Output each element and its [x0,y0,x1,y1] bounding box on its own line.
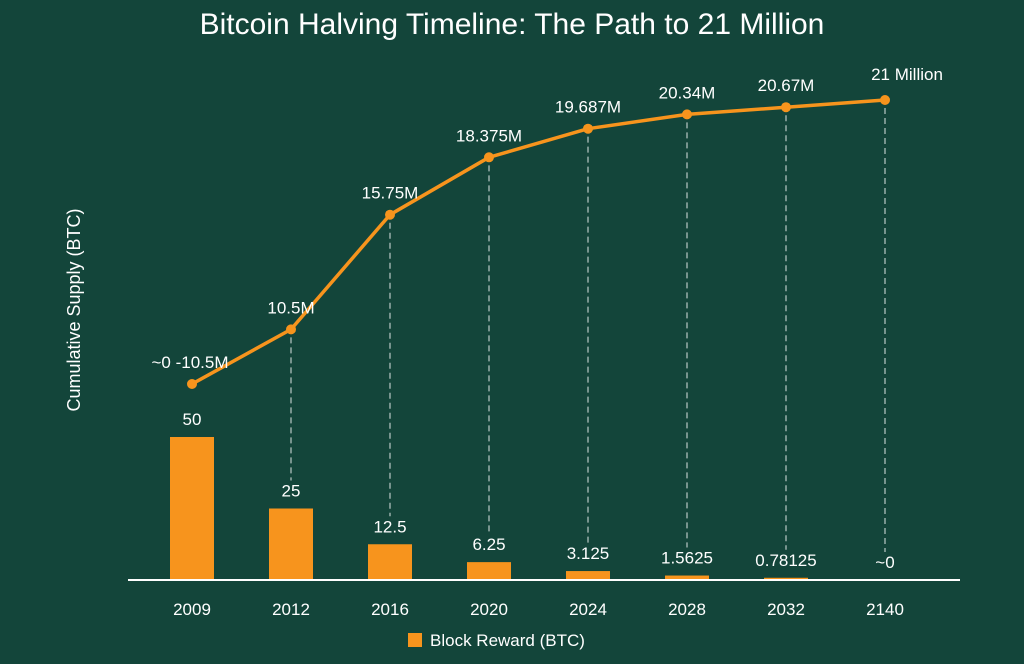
bar-value-label: 1.5625 [661,549,713,568]
x-tick-label: 2024 [569,600,607,619]
supply-labels: ~0 -10.5M 10.5M 15.75M 18.375M 19.687M 20.34M… [151,65,942,372]
bar [467,562,511,580]
supply-value-label: 10.5M [267,298,314,317]
supply-point [880,95,890,105]
bar [764,577,808,580]
x-tick-label: 2032 [767,600,805,619]
bar-labels: 50 25 12.5 6.25 3.125 1.5625 0.78125 ~0 [183,410,895,572]
supply-value-label: 18.375M [456,126,522,145]
supply-point [484,152,494,163]
supply-value-label: ~0 -10.5M [151,353,228,372]
supply-point [781,102,791,113]
bar [269,508,313,580]
supply-point [583,123,593,134]
x-tick-label: 2020 [470,600,508,619]
supply-line [187,95,890,389]
guide-lines [290,108,886,552]
supply-value-label: 21 Million [871,65,943,84]
bar-value-label: 25 [282,482,301,501]
supply-polyline [191,98,886,386]
bar [368,544,412,580]
bar [566,571,610,580]
bars [170,437,808,580]
x-tick-label: 2012 [272,600,310,619]
x-tick-label: 2016 [371,600,409,619]
bar-value-label: 50 [183,410,202,429]
supply-value-label: 15.75M [362,184,419,203]
bar-value-label: 3.125 [567,544,610,563]
supply-value-label: 20.34M [659,83,716,102]
bar-value-label: 0.78125 [755,551,816,570]
bar-value-label: ~0 [875,553,894,572]
supply-point [385,209,395,220]
x-tick-label: 2140 [866,600,904,619]
supply-point [187,379,197,389]
bar-value-label: 12.5 [373,517,406,536]
legend-swatch [408,633,422,647]
supply-point [286,324,296,335]
bar-value-label: 6.25 [472,535,505,554]
legend: Block Reward (BTC) [408,631,585,650]
legend-label: Block Reward (BTC) [430,631,585,650]
supply-value-label: 19.687M [555,98,621,117]
chart-title: Bitcoin Halving Timeline: The Path to 21… [200,8,825,41]
bar [170,437,214,580]
x-tick-labels: 2009 2012 2016 2020 2024 2028 2032 2140 [173,600,904,619]
y-axis-label: Cumulative Supply (BTC) [64,208,84,411]
bar [665,575,709,580]
supply-value-label: 20.67M [758,76,815,95]
x-tick-label: 2009 [173,600,211,619]
x-tick-label: 2028 [668,600,706,619]
supply-point [682,109,692,120]
